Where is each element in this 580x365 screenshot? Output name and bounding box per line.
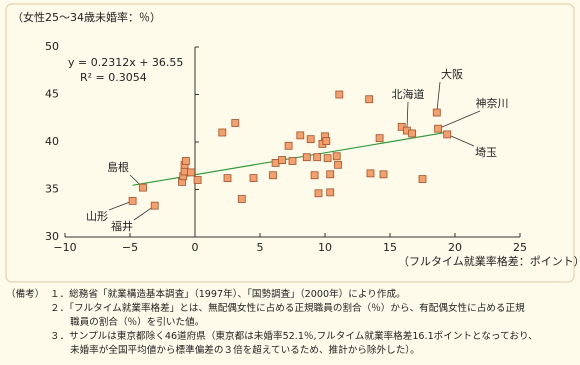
x-tick-label: −5 (122, 241, 138, 254)
point (237, 195, 246, 203)
frame (5, 3, 575, 283)
x-tick-label: 20 (448, 241, 462, 254)
notes: （備考） １．総務省「就業構造基本調査」（1997年）、「国勢調査」（2000年）… (6, 288, 576, 358)
point-label: 山形 (86, 210, 108, 223)
point (193, 176, 202, 184)
label-leader (108, 200, 133, 211)
y-tick-label: 35 (45, 183, 59, 196)
point (366, 169, 375, 178)
note-line: １．総務省「就業構造基本調査」（1997年）、「国勢調査」（2000年）により作… (50, 289, 406, 300)
note-line: ２．「フルタイム就業率格差」とは、無配偶女性に占める正規職員の割合（％）から、有… (50, 303, 525, 314)
point (322, 137, 331, 145)
r-squared: R² = 0.3054 (80, 71, 147, 84)
point (326, 170, 335, 179)
x-tick-label: 25 (513, 241, 527, 254)
point (323, 154, 332, 163)
notes-label: （備考） (6, 289, 45, 300)
x-axis-label: （フルタイム就業率格差：ポイント） (398, 254, 580, 268)
point (408, 129, 417, 138)
point (306, 135, 315, 144)
y-axis-label: （女性25～34歳未婚率：％） (12, 10, 161, 24)
label-leader (436, 81, 441, 113)
point (180, 167, 189, 176)
point (418, 175, 427, 183)
point (443, 130, 452, 139)
note-line: 未婚率が全国平均値から標準偏差の３倍を超えているため、推計から除外した）。 (70, 345, 420, 356)
point (365, 95, 374, 104)
note-line: ３．サンプルは東京都除く46道府県（東京都は未婚率52.1％,フルタイム就業率格… (50, 331, 538, 342)
point-label: 福井 (111, 219, 133, 233)
point (310, 171, 319, 180)
y-tick-label: 30 (45, 230, 59, 243)
x-tick-label: 0 (192, 241, 199, 254)
point (223, 174, 232, 183)
point (187, 168, 196, 177)
label-leader (437, 110, 481, 130)
y-tick-label: 50 (45, 40, 59, 53)
x-tick-label: 5 (257, 241, 264, 254)
y-tick-label: 40 (45, 135, 59, 148)
point (332, 152, 341, 161)
point (379, 170, 388, 179)
note-line: 職員の割合（％）を引いた値。 (70, 317, 205, 328)
point (249, 174, 258, 183)
point (271, 158, 280, 167)
label-leader (406, 101, 409, 131)
point (434, 124, 443, 133)
point (288, 157, 297, 165)
point-label: 北海道 (392, 87, 425, 101)
point-label: 神奈川 (476, 96, 509, 110)
point (432, 108, 441, 117)
point (334, 160, 342, 169)
point (128, 196, 137, 205)
y-tick-label: 45 (45, 88, 59, 101)
label-leader (447, 134, 475, 147)
chart: （女性25～34歳未婚率：％） （フルタイム就業率格差：ポイント） y = 0.… (5, 3, 580, 283)
point (278, 156, 287, 164)
point (181, 157, 190, 165)
point (218, 128, 227, 137)
point (302, 153, 311, 162)
point (296, 131, 305, 140)
x-tick-label: 10 (318, 241, 332, 254)
point (139, 183, 147, 192)
point (150, 201, 159, 210)
point (375, 134, 384, 143)
point (335, 90, 344, 99)
x-tick-label: −10 (53, 241, 76, 254)
x-tick-label: 15 (383, 241, 397, 254)
point (326, 188, 335, 197)
point (284, 141, 293, 150)
point (269, 171, 277, 180)
point-label: 大阪 (441, 67, 463, 81)
point (231, 119, 240, 127)
point (313, 153, 322, 162)
point (314, 189, 323, 198)
point-label: 島根 (107, 160, 129, 174)
point-label: 埼玉 (475, 145, 497, 159)
equation: y = 0.2312x + 36.55 (68, 56, 183, 69)
